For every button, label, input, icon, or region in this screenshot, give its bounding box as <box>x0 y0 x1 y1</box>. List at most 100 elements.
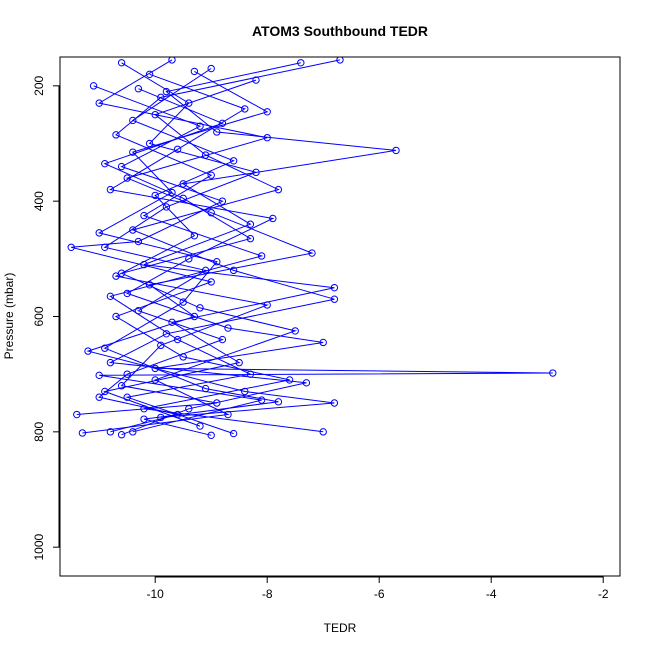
y-tick-label: 800 <box>32 422 46 442</box>
data-point <box>207 278 215 286</box>
data-point <box>185 405 193 413</box>
series-4 <box>95 70 557 436</box>
data-point <box>123 174 131 182</box>
data-point <box>123 370 131 378</box>
data-point <box>151 364 159 373</box>
data-point <box>95 229 103 237</box>
data-point <box>196 422 204 430</box>
data-point <box>274 398 283 406</box>
data-point <box>257 396 266 404</box>
data-point <box>129 226 137 234</box>
data-point <box>213 128 221 136</box>
data-point <box>151 191 159 200</box>
y-tick-label: 600 <box>32 306 46 326</box>
data-point <box>308 249 316 257</box>
data-point <box>252 76 260 84</box>
data-point <box>112 272 120 280</box>
data-point <box>257 252 266 260</box>
data-point <box>218 119 227 128</box>
series-line <box>71 85 324 433</box>
data-point <box>330 295 339 303</box>
series-line <box>76 68 270 415</box>
data-point <box>190 312 199 321</box>
data-point <box>106 428 115 436</box>
data-point <box>229 266 238 275</box>
plot-frame <box>59 56 621 577</box>
data-point <box>84 347 92 355</box>
data-point <box>117 269 126 277</box>
data-point <box>218 335 227 344</box>
data-point <box>297 59 305 67</box>
data-point <box>162 203 171 211</box>
y-tick-label: 200 <box>32 76 46 96</box>
data-point <box>173 145 182 153</box>
data-point <box>95 371 103 380</box>
data-point <box>229 429 238 438</box>
y-tick-label: 1000 <box>32 533 46 560</box>
data-point <box>549 369 557 377</box>
data-point <box>246 234 255 243</box>
data-point <box>330 399 339 407</box>
data-point <box>78 429 87 437</box>
data-point <box>117 431 126 439</box>
data-point <box>140 415 148 423</box>
data-point <box>117 162 126 171</box>
chart-title: ATOM3 Southbound TEDR <box>252 23 428 39</box>
series-line <box>98 62 258 433</box>
data-point <box>112 312 120 321</box>
data-point <box>101 159 109 168</box>
data-point <box>229 157 238 165</box>
data-point <box>185 99 193 107</box>
y-axis-label: Pressure (mbar) <box>2 273 16 360</box>
plot-area <box>67 57 557 439</box>
data-point <box>201 384 210 393</box>
data-point <box>330 283 339 292</box>
data-point <box>285 376 294 384</box>
data-point <box>129 116 137 125</box>
data-point <box>235 358 243 367</box>
data-point <box>106 358 115 367</box>
data-point <box>89 82 98 90</box>
data-point <box>319 338 327 347</box>
data-point <box>168 57 176 64</box>
data-point <box>145 70 154 79</box>
data-point <box>291 327 299 335</box>
data-point <box>246 370 255 378</box>
data-point <box>157 93 165 102</box>
series-8 <box>78 85 299 437</box>
data-point <box>134 85 143 93</box>
data-point <box>151 110 159 119</box>
x-tick-label: -8 <box>262 587 273 601</box>
y-axis: 200 400 600 800 1000 <box>32 76 60 561</box>
data-point <box>263 134 271 142</box>
data-point <box>241 105 249 113</box>
data-point <box>123 393 131 401</box>
x-tick-label: -4 <box>486 587 497 601</box>
series-7 <box>84 57 339 422</box>
series-2 <box>73 64 271 419</box>
data-point <box>140 405 148 413</box>
x-tick-label: -6 <box>374 587 385 601</box>
data-point <box>168 188 176 197</box>
data-point <box>207 171 215 179</box>
data-point <box>218 197 227 205</box>
data-point <box>117 382 126 390</box>
series-line <box>108 79 335 436</box>
data-point <box>162 87 171 96</box>
data-point <box>196 122 204 130</box>
data-point <box>207 64 215 73</box>
data-point <box>302 379 311 387</box>
data-point <box>129 148 137 156</box>
series-9 <box>106 57 344 438</box>
data-point <box>140 211 148 220</box>
data-point <box>173 335 182 344</box>
data-point <box>213 258 221 266</box>
data-point <box>67 243 75 252</box>
data-point <box>95 99 103 107</box>
data-point <box>263 108 271 116</box>
series-line <box>82 88 297 434</box>
data-point <box>190 67 199 76</box>
data-point <box>269 214 277 223</box>
series-line <box>109 59 341 435</box>
